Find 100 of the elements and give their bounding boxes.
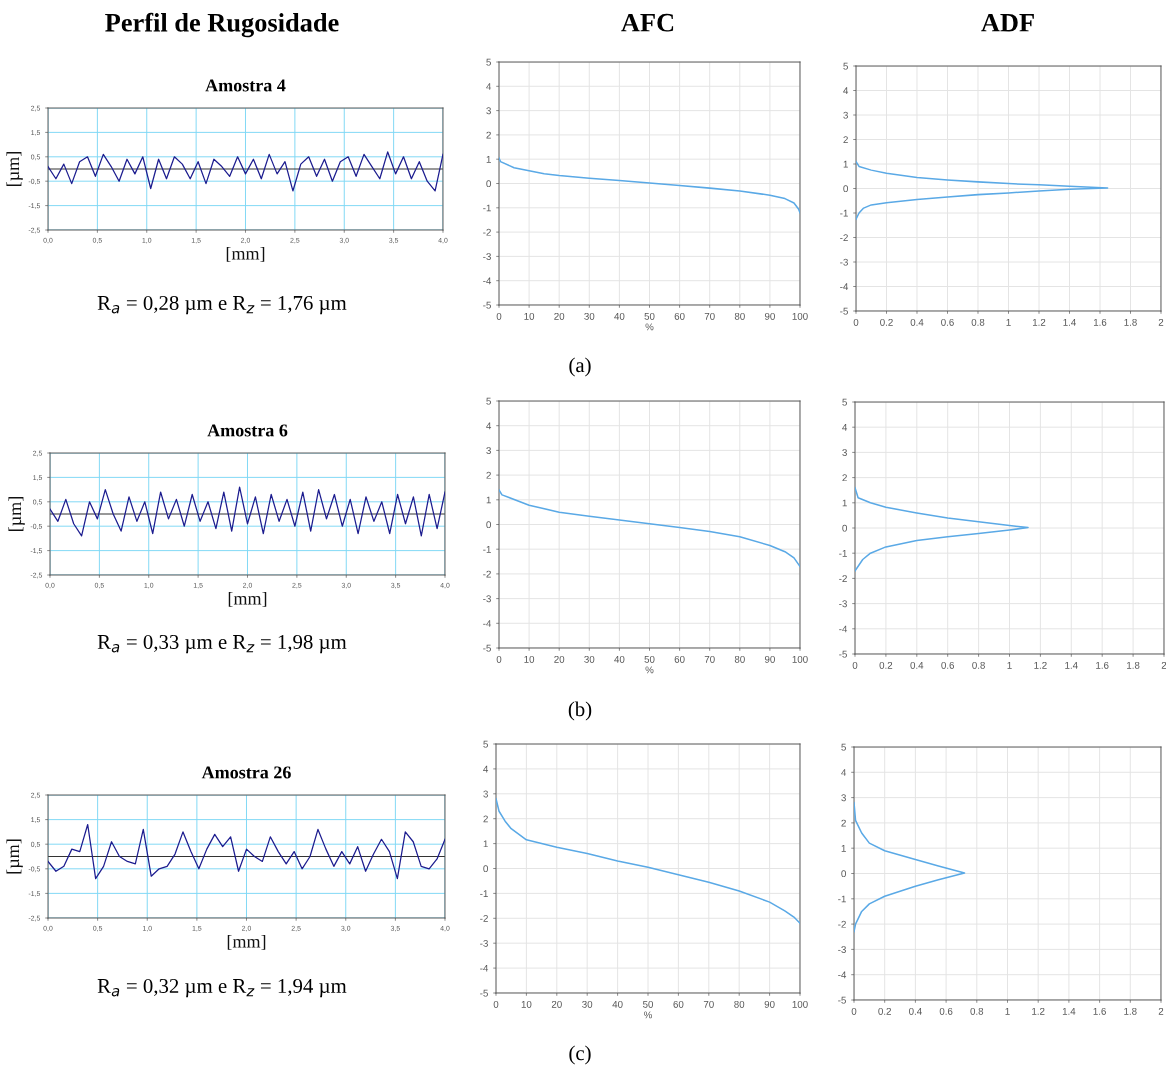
x-tick-label: 0.8 xyxy=(970,1007,984,1015)
y-tick-label: 1 xyxy=(486,156,491,163)
x-axis-title: [mm] xyxy=(227,934,266,950)
x-tick-label: 70 xyxy=(704,655,715,663)
x-tick-label: 30 xyxy=(584,312,595,320)
x-axis-title: % xyxy=(644,1011,652,1019)
y-tick-label: -1 xyxy=(480,890,488,897)
y-tick-label: 3 xyxy=(486,447,491,455)
x-tick-label: 0 xyxy=(493,1000,499,1008)
y-axis-title: [µm] xyxy=(8,497,25,531)
x-tick-label: 100 xyxy=(792,1000,808,1008)
y-tick-label: -3 xyxy=(480,939,488,947)
x-tick-label: 30 xyxy=(582,1000,593,1008)
x-tick-label: 20 xyxy=(554,655,565,663)
x-tick-label: 0.6 xyxy=(941,661,955,669)
y-tick-label: 0 xyxy=(841,870,846,878)
x-axis-title: % xyxy=(645,323,654,331)
x-tick-label: 70 xyxy=(703,1000,714,1008)
chart-subtitle: Amostra 6 xyxy=(207,424,288,437)
y-tick-label: 0 xyxy=(842,524,847,532)
y-axis-title: [µm] xyxy=(6,839,23,874)
chart-subtitle: Amostra 4 xyxy=(205,79,286,92)
y-tick-label: -3 xyxy=(838,946,846,954)
x-tick-label: 20 xyxy=(551,1000,562,1008)
x-tick-label: 1 xyxy=(1006,319,1011,326)
x-tick-label: 20 xyxy=(554,312,565,320)
x-tick-label: 90 xyxy=(764,312,775,320)
y-tick-label: -5 xyxy=(483,644,491,652)
x-tick-label: 10 xyxy=(524,655,535,663)
x-tick-label: 0.2 xyxy=(879,661,893,669)
line-series xyxy=(499,489,800,568)
y-tick-label: -2 xyxy=(483,570,491,578)
x-tick-label: 10 xyxy=(521,1000,532,1008)
y-tick-label: -2 xyxy=(839,575,847,582)
y-tick-label: -2 xyxy=(483,228,491,236)
x-tick-label: 100 xyxy=(792,655,808,663)
x-tick-label: 10 xyxy=(524,312,535,320)
y-tick-label: -5 xyxy=(480,989,488,997)
y-tick-label: 3 xyxy=(483,790,488,798)
text: (a) xyxy=(569,357,591,377)
text: R$_{a}$ = 0,32 µm e R$_{z}$ = 1,94 µm xyxy=(97,978,347,998)
y-tick-label: 4 xyxy=(843,87,849,95)
chart-title: ADF xyxy=(981,13,1034,32)
x-tick-label: 0 xyxy=(496,312,502,320)
y-tick-label: -1 xyxy=(839,550,847,557)
y-tick-label: 0 xyxy=(486,180,491,188)
line-series xyxy=(856,160,1109,220)
text: R$_{a}$ = 0,33 µm e R$_{z}$ = 1,98 µm xyxy=(97,634,347,654)
y-tick-label: 2 xyxy=(843,136,848,144)
y-tick-label: -5 xyxy=(839,650,847,658)
y-tick-label: 5 xyxy=(841,743,846,751)
y-tick-label: -4 xyxy=(483,277,492,285)
y-tick-label: 4 xyxy=(842,424,848,431)
y-tick-label: 1 xyxy=(843,160,848,168)
x-tick-label: 0.4 xyxy=(910,318,924,326)
x-tick-label: 40 xyxy=(612,1000,623,1008)
chart-subtitle: Amostra 26 xyxy=(201,766,291,779)
x-tick-label: 1.4 xyxy=(1065,662,1078,669)
y-tick-label: 3 xyxy=(843,111,848,119)
y-tick-label: 0 xyxy=(843,185,848,193)
y-tick-label: -2 xyxy=(480,915,488,922)
chart-title: Perfil de Rugosidade xyxy=(105,12,339,38)
y-tick-label: -1 xyxy=(483,204,491,212)
x-axis-title: [mm] xyxy=(228,591,267,607)
y-tick-label: -5 xyxy=(838,996,846,1004)
y-tick-label: -1 xyxy=(483,546,491,553)
x-tick-label: 1.2 xyxy=(1032,318,1046,326)
y-tick-label: 4 xyxy=(483,765,489,773)
x-tick-label: 1.4 xyxy=(1063,319,1076,326)
line-series xyxy=(855,486,1029,572)
y-tick-label: -2 xyxy=(840,234,848,242)
y-tick-label: 5 xyxy=(843,62,848,70)
x-tick-label: 1.8 xyxy=(1124,318,1137,326)
y-tick-label: 2 xyxy=(486,471,491,479)
y-tick-label: 3 xyxy=(841,794,846,802)
y-tick-label: 1 xyxy=(483,840,488,848)
x-tick-label: 80 xyxy=(734,1000,745,1008)
y-tick-label: 1 xyxy=(842,499,847,507)
x-tick-label: 0.2 xyxy=(880,318,893,326)
x-tick-label: 60 xyxy=(673,1000,684,1008)
x-tick-label: 0.6 xyxy=(939,1007,953,1015)
x-tick-label: 0.8 xyxy=(971,318,985,326)
y-axis-title: [µm] xyxy=(6,152,23,186)
y-tick-label: 0 xyxy=(486,521,491,529)
y-tick-label: -4 xyxy=(480,964,489,972)
x-tick-label: 0 xyxy=(853,318,859,326)
y-tick-label: -5 xyxy=(840,307,848,315)
x-tick-label: 90 xyxy=(764,655,775,663)
x-tick-label: 2 xyxy=(1158,1007,1164,1015)
y-tick-label: 4 xyxy=(841,769,847,776)
text: (c) xyxy=(569,1045,591,1065)
y-tick-label: -3 xyxy=(483,253,491,261)
x-tick-label: 40 xyxy=(614,655,625,663)
y-tick-label: 2 xyxy=(842,474,847,482)
y-tick-label: -5 xyxy=(483,301,491,309)
x-tick-label: 70 xyxy=(704,312,715,320)
y-tick-label: -3 xyxy=(839,600,847,608)
y-tick-label: -4 xyxy=(840,283,849,291)
x-tick-label: 1.4 xyxy=(1062,1008,1076,1015)
x-tick-label: 0.6 xyxy=(941,318,954,326)
